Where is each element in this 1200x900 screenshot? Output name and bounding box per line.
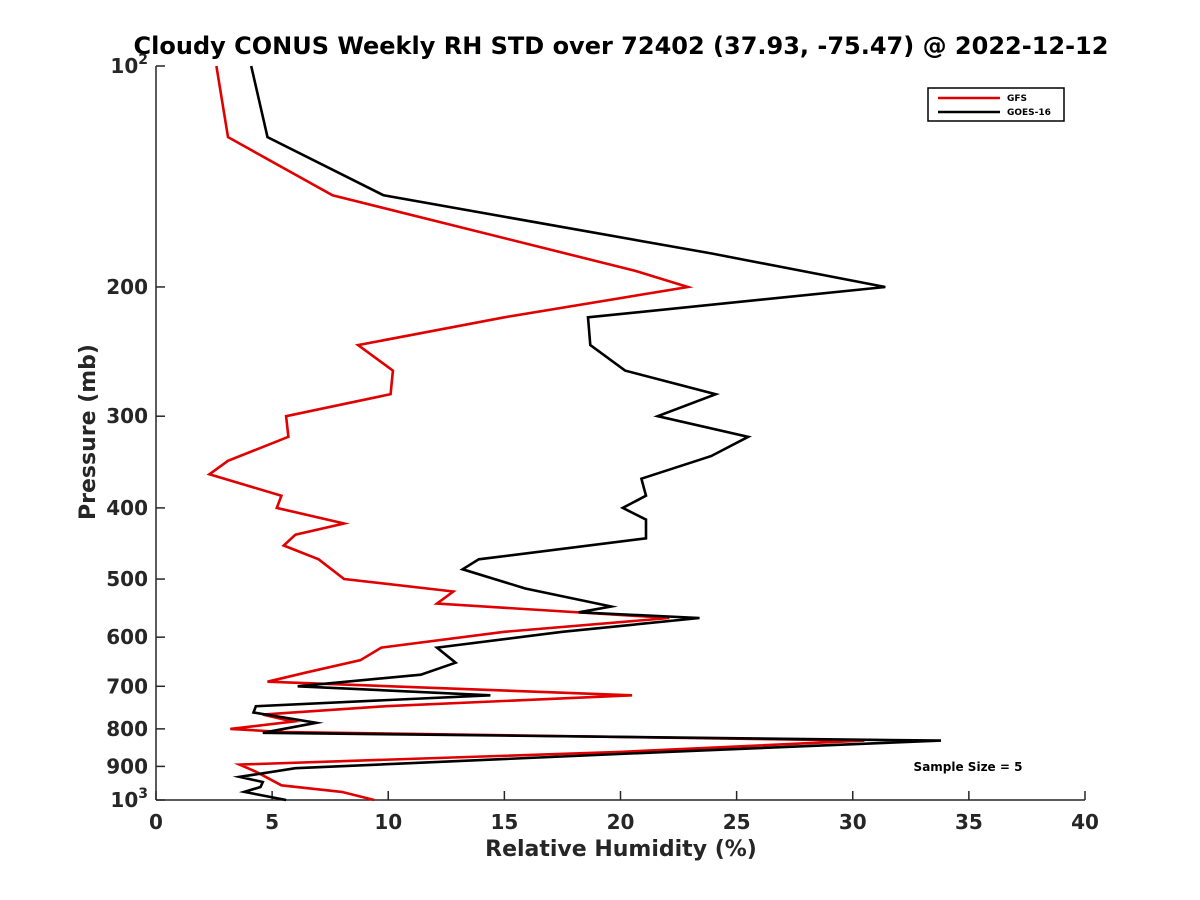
series-line-gfs bbox=[206, 65, 865, 802]
x-tick-label: 30 bbox=[839, 810, 867, 834]
y-tick-label: 102 bbox=[110, 52, 148, 78]
y-tick-label: 103 bbox=[110, 786, 148, 812]
y-tick-label: 300 bbox=[106, 404, 148, 428]
legend-label: GFS bbox=[1007, 94, 1027, 104]
chart-title: Cloudy CONUS Weekly RH STD over 72402 (3… bbox=[134, 32, 1109, 60]
y-tick-label: 200 bbox=[106, 275, 148, 299]
y-axis-title: Pressure (mb) bbox=[76, 344, 101, 520]
y-tick-label: 900 bbox=[106, 754, 148, 778]
y-tick-label: 800 bbox=[106, 717, 148, 741]
x-tick-label: 35 bbox=[955, 810, 983, 834]
x-tick-label: 5 bbox=[265, 810, 279, 834]
series-line-goes-16 bbox=[232, 65, 942, 802]
plot-area: 0 5 10 15 20 25 30 35 40 102 200 300 400 500 600 700 800… bbox=[106, 52, 1099, 834]
x-tick-label: 0 bbox=[149, 810, 163, 834]
y-tick-label: 400 bbox=[106, 496, 148, 520]
legend-label: GOES-16 bbox=[1007, 108, 1051, 118]
x-axis-title: Relative Humidity (%) bbox=[485, 837, 757, 862]
legend: GFS GOES-16 bbox=[927, 87, 1065, 122]
x-tick-label: 40 bbox=[1071, 810, 1099, 834]
sample-size-annotation: Sample Size = 5 bbox=[914, 760, 1023, 774]
x-tick-label: 10 bbox=[374, 810, 402, 834]
y-tick-label: 700 bbox=[106, 674, 148, 698]
x-tick-label: 25 bbox=[723, 810, 751, 834]
x-tick-label: 15 bbox=[490, 810, 518, 834]
y-tick-label: 600 bbox=[106, 625, 148, 649]
legend-box bbox=[927, 87, 1065, 122]
x-tick-label: 20 bbox=[607, 810, 635, 834]
y-tick-label: 500 bbox=[106, 567, 148, 591]
